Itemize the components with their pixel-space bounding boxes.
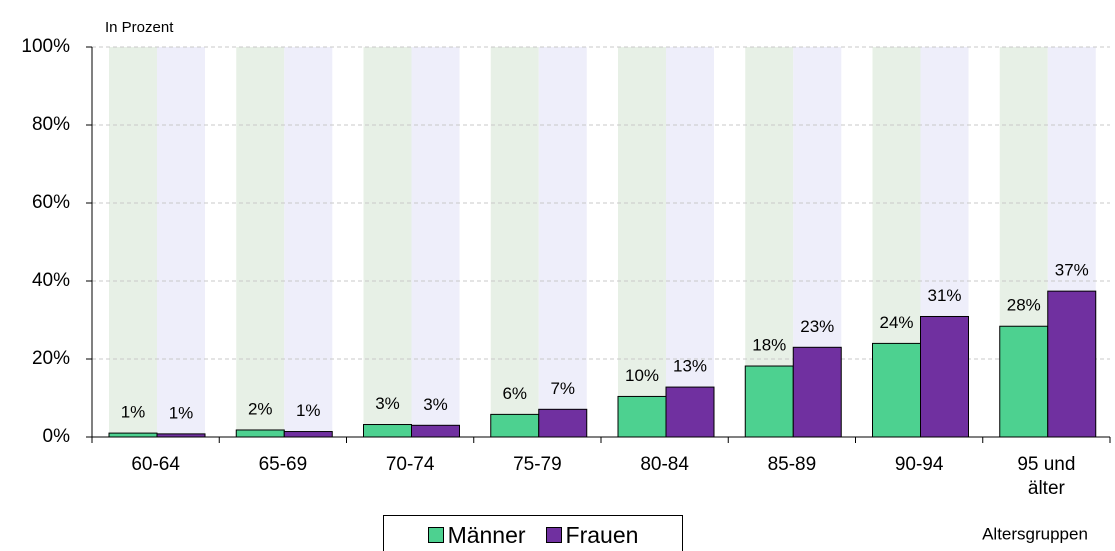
y-tick-label: 20% xyxy=(32,348,70,369)
y-tick-label: 80% xyxy=(32,114,70,135)
bar xyxy=(665,386,715,438)
background-band xyxy=(490,47,539,437)
y-axis-label: In Prozent xyxy=(105,19,174,36)
y-tick-label: 60% xyxy=(32,192,70,213)
background-band xyxy=(618,47,666,437)
data-label: 18% xyxy=(752,336,786,355)
y-tick-label: 40% xyxy=(32,270,70,291)
bar xyxy=(744,365,794,438)
data-label: 3% xyxy=(423,395,448,414)
data-label: 13% xyxy=(673,357,707,376)
bar xyxy=(363,424,412,438)
data-label: 37% xyxy=(1055,261,1089,280)
bar xyxy=(872,342,921,438)
legend-item: Männer xyxy=(427,521,526,549)
data-label: 1% xyxy=(121,403,146,422)
data-label: 31% xyxy=(927,286,961,305)
bar xyxy=(283,431,333,438)
x-tick-label: 90-94 xyxy=(894,454,944,475)
data-label: 3% xyxy=(375,394,400,413)
y-tick-label: 0% xyxy=(43,426,71,447)
bar xyxy=(235,429,285,438)
background-band xyxy=(284,47,333,437)
x-tick-label: 85-89 xyxy=(767,454,817,475)
bar xyxy=(617,395,667,438)
background-band xyxy=(236,47,285,437)
data-label: 1% xyxy=(169,403,194,422)
x-tick-label: 95 und älter xyxy=(1017,454,1076,499)
data-label: 1% xyxy=(296,401,321,420)
background-band xyxy=(411,47,460,437)
bar xyxy=(999,325,1049,438)
x-tick-label: 75-79 xyxy=(513,454,562,475)
bar xyxy=(538,408,588,438)
x-tick-label: 65-69 xyxy=(258,454,308,475)
data-label: 23% xyxy=(800,317,834,336)
legend-item: Frauen xyxy=(545,521,639,549)
background-band xyxy=(538,47,587,437)
bar xyxy=(1047,290,1097,438)
data-label: 7% xyxy=(550,379,575,398)
background-band xyxy=(363,47,412,437)
data-label: 24% xyxy=(879,313,913,332)
bar xyxy=(411,424,460,438)
legend-label: Männer xyxy=(447,521,526,548)
data-label: 6% xyxy=(502,384,527,403)
legend-swatch xyxy=(545,527,562,543)
bar xyxy=(920,315,969,438)
data-label: 2% xyxy=(248,399,273,418)
x-axis-label: Altersgruppen xyxy=(982,524,1088,543)
x-tick-label: 80-84 xyxy=(640,454,689,475)
background-band xyxy=(109,47,157,437)
background-band xyxy=(157,47,205,437)
bar xyxy=(792,346,842,438)
x-tick-label: 70-74 xyxy=(385,454,435,475)
legend: Männer Frauen xyxy=(383,515,683,551)
data-label: 10% xyxy=(625,366,659,385)
background-band xyxy=(666,47,714,437)
data-label: 28% xyxy=(1007,296,1041,315)
x-tick-label: 60-64 xyxy=(131,454,180,475)
bar xyxy=(108,432,158,438)
bar xyxy=(490,413,540,438)
legend-label: Frauen xyxy=(565,521,639,548)
y-tick-label: 100% xyxy=(21,36,70,57)
legend-swatch xyxy=(427,527,444,543)
